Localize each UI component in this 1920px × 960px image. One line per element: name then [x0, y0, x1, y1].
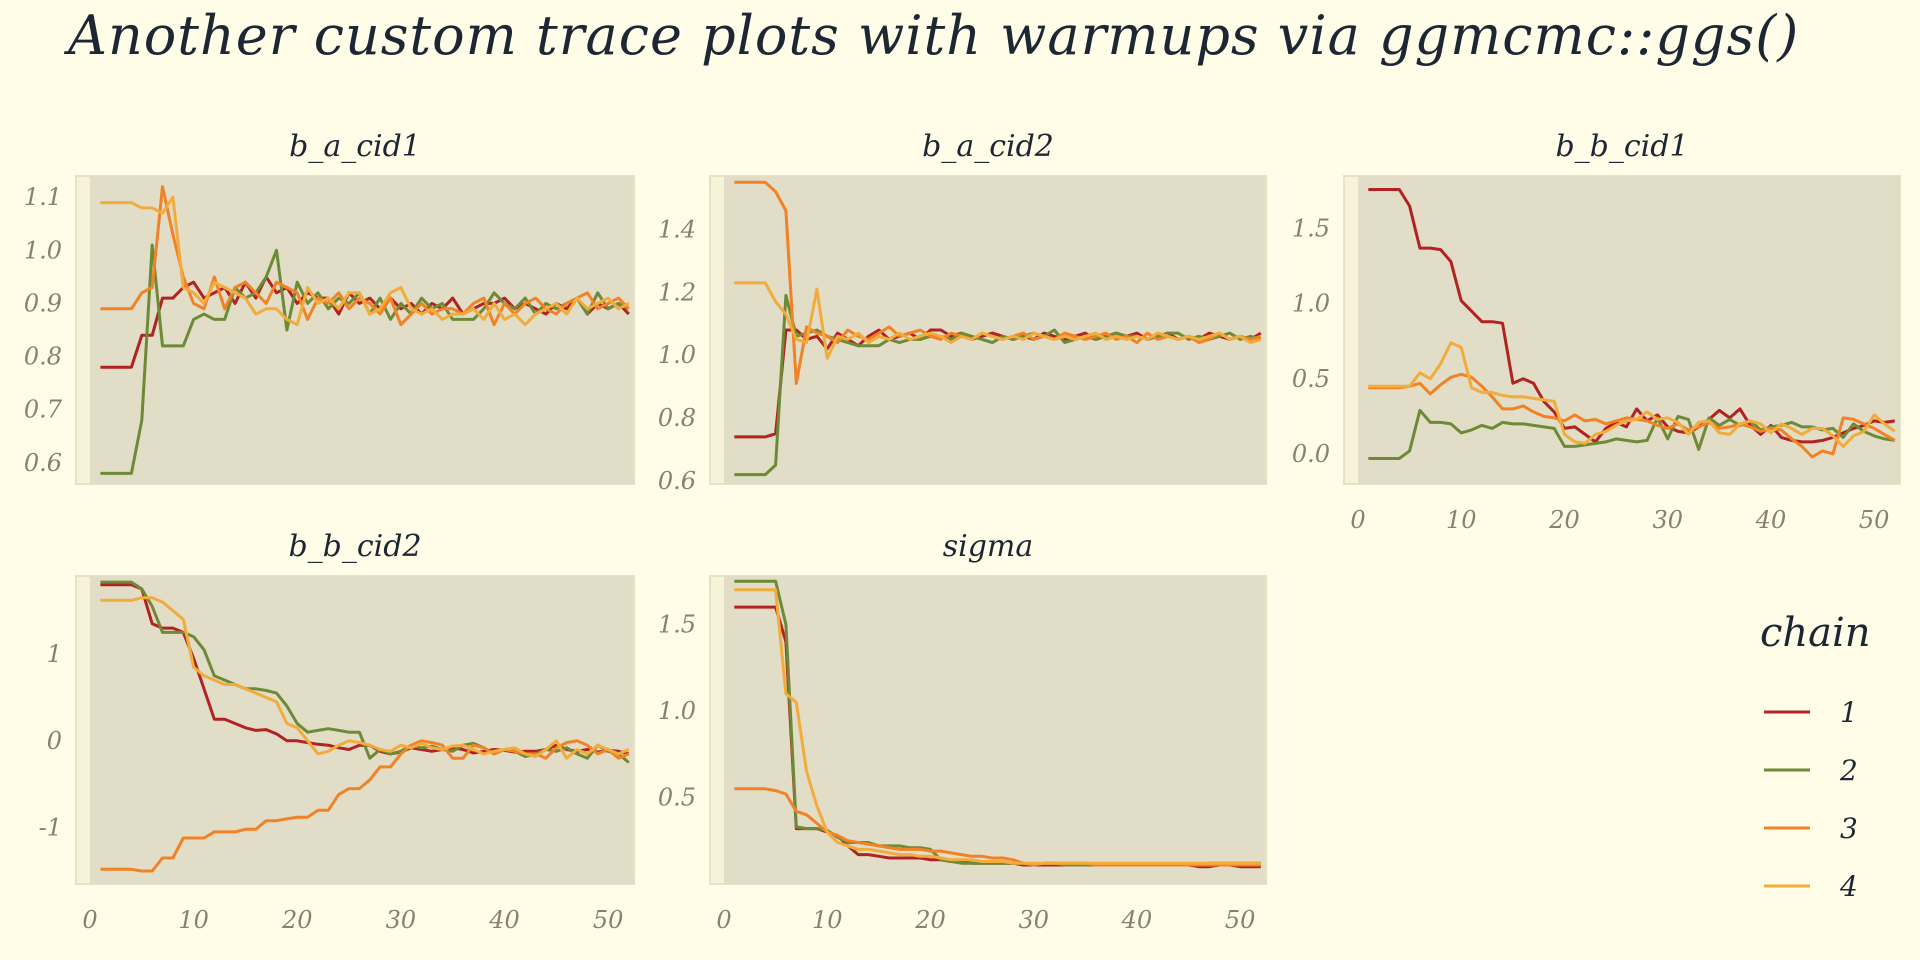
y-tick-label: 0.0	[1292, 440, 1330, 468]
panel-b_a_cid1: b_a_cid1 0.6 0.7 0.8 0.9 1.0 1.1	[24, 129, 635, 485]
series-line-chain-2	[1368, 408, 1896, 460]
x-tick-label: 20	[914, 906, 946, 934]
panel-background	[90, 176, 634, 484]
y-tick-label: 1.2	[658, 278, 696, 306]
x-tick-label: 20	[281, 906, 313, 934]
y-tick-label: 0.8	[24, 343, 62, 371]
y-tick-label: 0.8	[658, 404, 696, 432]
x-tick-label: 0	[82, 906, 97, 934]
x-tick-label: 50	[593, 906, 624, 934]
panel-background	[724, 576, 1266, 884]
legend-label-chain-3: 3	[1840, 812, 1858, 845]
panel-title: b_b_cid1	[1555, 129, 1688, 164]
series-line-chain-4	[100, 195, 630, 327]
panel-background	[1358, 176, 1900, 484]
legend-title: chain	[1760, 610, 1871, 656]
series-line-chain-4	[1368, 341, 1896, 448]
y-tick-label: 0	[47, 727, 62, 755]
y-tick-label: -1	[39, 814, 62, 842]
panel-title: b_a_cid2	[922, 129, 1054, 164]
y-tick-label: 0.6	[658, 467, 696, 495]
panel-b_a_cid2: b_a_cid2 0.6 0.8 1.0 1.2 1.4	[658, 129, 1267, 495]
y-tick-label: 0.5	[658, 783, 696, 811]
panel-background	[90, 576, 634, 884]
x-tick-label: 40	[488, 906, 520, 934]
panel-sigma: sigma 0.5 1.0 1.5 0 10 20 30 40 50	[658, 529, 1267, 934]
y-tick-label: 1.5	[1292, 215, 1330, 243]
series-line-chain-4	[100, 596, 630, 760]
legend-label-chain-4: 4	[1839, 870, 1858, 903]
y-tick-label: 1.0	[658, 697, 696, 725]
x-tick-label: 20	[1548, 506, 1580, 534]
y-tick-label: 0.9	[24, 289, 62, 317]
y-tick-label: 0.7	[24, 396, 63, 424]
y-tick-label: 1.5	[658, 610, 696, 638]
y-tick-label: 1	[47, 640, 62, 668]
x-tick-label: 40	[1121, 906, 1153, 934]
series-line-chain-4	[734, 588, 1261, 865]
x-tick-label: 10	[812, 906, 843, 934]
series-line-chain-3	[100, 739, 630, 873]
y-tick-label: 0.5	[1292, 365, 1330, 393]
x-tick-label: 30	[1652, 506, 1683, 534]
x-tick-label: 40	[1755, 506, 1787, 534]
x-tick-label: 50	[1859, 506, 1890, 534]
legend-label-chain-2: 2	[1839, 754, 1858, 787]
x-tick-label: 30	[386, 906, 417, 934]
y-tick-label: 1.0	[1292, 290, 1330, 318]
x-tick-label: 10	[1446, 506, 1477, 534]
y-tick-label: 0.6	[24, 449, 62, 477]
legend-label-chain-1: 1	[1840, 696, 1858, 729]
x-tick-label: 30	[1018, 906, 1049, 934]
y-tick-label: 1.4	[658, 215, 696, 243]
legend: chain 1 2 3 4	[1760, 610, 1871, 903]
y-tick-label: 1.0	[24, 236, 62, 264]
panel-title: b_a_cid1	[289, 129, 421, 164]
series-line-chain-4	[734, 281, 1262, 360]
x-tick-label: 10	[178, 906, 209, 934]
series-line-chain-1	[734, 328, 1262, 439]
x-tick-label: 0	[716, 906, 731, 934]
series-line-chain-3	[734, 787, 1261, 867]
y-tick-label: 1.1	[24, 183, 62, 211]
y-tick-label: 1.0	[658, 341, 696, 369]
chart-title: Another custom trace plots with warmups …	[68, 4, 1800, 67]
x-tick-label: 0	[1350, 506, 1365, 534]
x-tick-label: 50	[1225, 906, 1256, 934]
panel-title: sigma	[943, 529, 1034, 564]
panel-b_b_cid1: b_b_cid1 0.0 0.5 1.0 1.5 0 10 20 30 40 50	[1292, 129, 1901, 534]
panel-title: b_b_cid2	[288, 529, 421, 564]
